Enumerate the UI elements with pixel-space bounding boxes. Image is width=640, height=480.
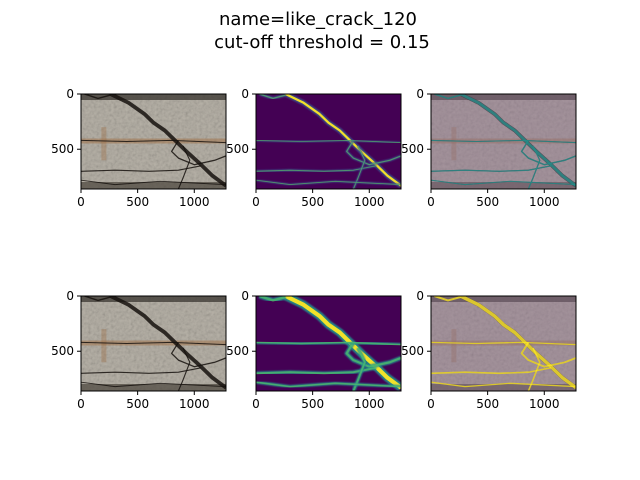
panel-overlay-6: 0 500 1000 0 500: [401, 289, 577, 411]
x-tick-label: 0: [77, 195, 85, 209]
y-tick-label: 0: [66, 289, 74, 303]
heatmap-peak: [352, 145, 366, 189]
dark-band: [81, 182, 226, 189]
y-tick-label: 0: [66, 87, 74, 101]
figure-title-line2: cut-off threshold = 0.15: [214, 32, 430, 53]
y-tick-label: 500: [226, 142, 249, 156]
axes-frame: [430, 93, 577, 190]
panel-prediction-probability-2: 0 500 1000 0 500: [226, 87, 402, 209]
panel-overlay-3: 0 500 1000 0 500: [401, 87, 577, 209]
x-tick-label: 500: [126, 397, 149, 411]
detected-crack: [434, 94, 461, 100]
detected-crack: [459, 296, 576, 390]
dark-band: [431, 384, 576, 391]
x-tick-label: 1000: [529, 397, 560, 411]
panel-original-4: 0 500 1000 0 500: [51, 289, 227, 411]
crack-line: [177, 145, 191, 189]
x-tick-label: 0: [427, 397, 435, 411]
crack-line: [81, 341, 226, 346]
heatmap-peak: [259, 296, 286, 302]
detected-crack: [527, 347, 541, 391]
dark-band: [81, 94, 226, 100]
crack-line: [84, 296, 111, 302]
panel-image: [81, 94, 226, 189]
x-tick-label: 500: [476, 195, 499, 209]
y-tick-label: 0: [241, 289, 249, 303]
crack-line: [81, 381, 226, 388]
x-tick-label: 500: [301, 397, 324, 411]
panel-thresholded-mask-5: 0 500 1000 0 500: [226, 289, 402, 411]
heatmap-peak: [256, 381, 401, 388]
panel-image: [431, 94, 576, 189]
x-tick-label: 1000: [529, 195, 560, 209]
crack-line: [109, 94, 226, 188]
x-tick-label: 0: [427, 195, 435, 209]
dark-band: [431, 94, 576, 100]
detected-crack: [431, 341, 576, 346]
axes-frame: [255, 295, 402, 392]
dark-band: [81, 384, 226, 391]
crack-line: [177, 347, 191, 391]
y-tick-label: 0: [416, 289, 424, 303]
heatmap-peak: [284, 296, 401, 390]
axes-frame: [430, 295, 577, 392]
crack-line: [109, 296, 226, 390]
rust-streak: [451, 329, 457, 363]
panel-image: [256, 94, 401, 189]
x-tick-label: 1000: [354, 195, 385, 209]
dark-band: [431, 296, 576, 302]
x-tick-label: 0: [252, 397, 260, 411]
x-tick-label: 500: [476, 397, 499, 411]
x-tick-label: 0: [77, 397, 85, 411]
y-tick-label: 500: [226, 344, 249, 358]
x-tick-label: 0: [252, 195, 260, 209]
y-tick-label: 0: [241, 87, 249, 101]
heatmap-peak: [285, 94, 401, 187]
rust-streak: [101, 329, 107, 363]
crack-line: [170, 140, 226, 166]
crack-line: [170, 342, 226, 368]
heatmap-peak: [256, 139, 401, 144]
x-tick-label: 1000: [179, 397, 210, 411]
heatmap-peak: [259, 94, 286, 100]
axes-frame: [80, 295, 227, 392]
y-tick-label: 500: [401, 344, 424, 358]
detected-crack: [520, 140, 576, 166]
y-tick-label: 500: [51, 142, 74, 156]
y-tick-label: 500: [51, 344, 74, 358]
axes-frame: [255, 93, 402, 190]
detected-crack: [431, 381, 576, 388]
heatmap-peak: [256, 179, 401, 186]
detected-crack: [431, 179, 576, 186]
detected-crack: [431, 139, 576, 144]
detected-crack: [520, 341, 576, 368]
x-tick-label: 500: [126, 195, 149, 209]
heatmap-peak: [345, 341, 401, 368]
detected-crack: [434, 296, 461, 302]
axes-frame: [80, 93, 227, 190]
x-tick-label: 1000: [179, 195, 210, 209]
crack-line: [81, 139, 226, 144]
panel-image: [256, 296, 401, 391]
figure-title-line1: name=like_crack_120: [219, 9, 417, 30]
y-tick-label: 0: [416, 87, 424, 101]
x-tick-label: 500: [301, 195, 324, 209]
panel-original-1: 0 500 1000 0 500: [51, 87, 227, 209]
rust-streak: [451, 127, 457, 161]
panel-image: [431, 296, 576, 391]
rust-streak: [101, 127, 107, 161]
heatmap-peak: [346, 140, 401, 166]
dark-band: [81, 296, 226, 302]
y-tick-label: 500: [401, 142, 424, 156]
detected-crack: [459, 94, 576, 187]
x-tick-label: 1000: [354, 397, 385, 411]
heatmap-peak: [256, 341, 401, 346]
dark-band: [431, 182, 576, 189]
crack-line: [84, 94, 111, 100]
crack-line: [81, 179, 226, 186]
panel-image: [81, 296, 226, 391]
detected-crack: [527, 145, 541, 189]
